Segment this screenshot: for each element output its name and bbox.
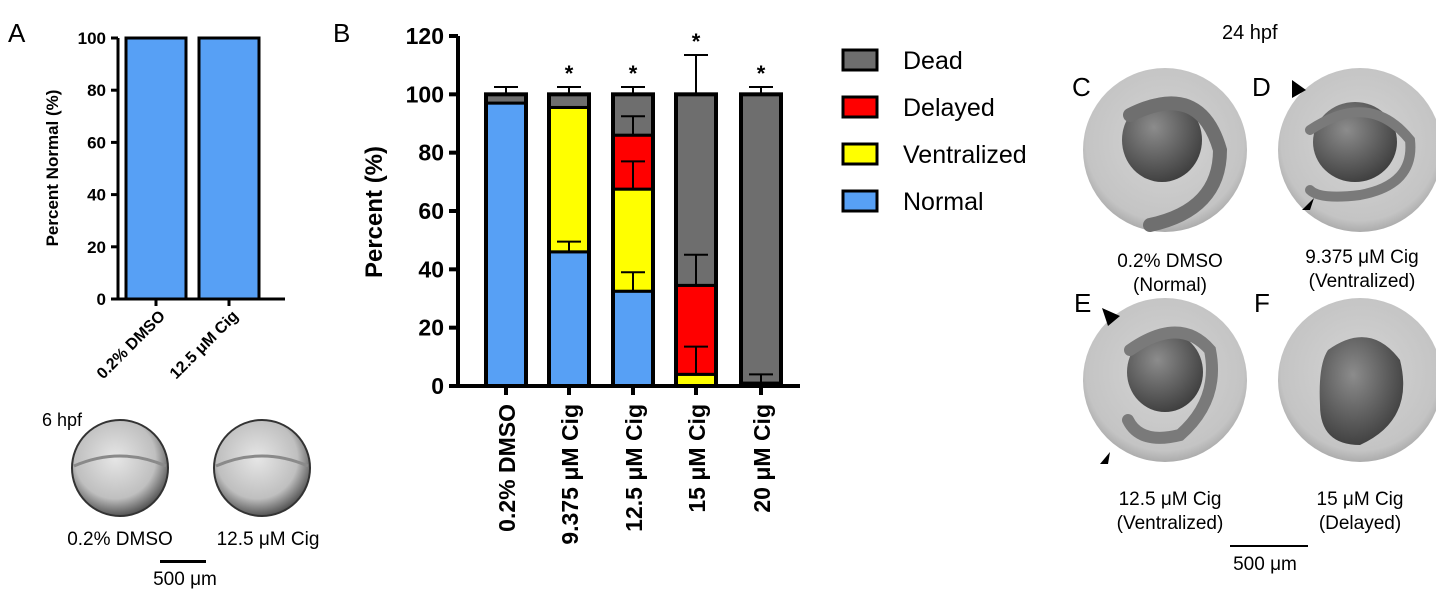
panel-label-d: D [1252, 72, 1271, 102]
x-tick-label-b: 15 μM Cig [684, 404, 710, 513]
panel-label-a: A [8, 18, 26, 48]
bar-b-dead-4 [739, 92, 783, 385]
y-tick-label-b: 0 [431, 373, 444, 399]
legend-label-delayed: Delayed [903, 94, 995, 122]
embryo-images-24hpf [1083, 68, 1436, 464]
x-tick-label-b: 20 μM Cig [749, 404, 775, 513]
stage-label-24hpf: 24 hpf [1222, 22, 1278, 44]
legend-label-normal: Normal [903, 188, 984, 216]
chart-b: 0 20 40 60 80 100 120 Percent (%) 0.2% DMSO * 9.37… [361, 23, 1027, 545]
bar-b-normal-2 [611, 289, 655, 388]
scale-bar-6hpf [160, 560, 206, 563]
embryo-c [1083, 68, 1247, 232]
stage-label-6hpf: 6 hpf [42, 410, 83, 430]
y-axis-label-a: Percent Normal (%) [43, 90, 62, 247]
caption-6hpf-cig: 12.5 μM Cig [216, 529, 320, 550]
caption-e: 12.5 μM Cig (Ventralized) [1116, 489, 1224, 534]
caption-f: 15 μM Cig (Delayed) [1316, 489, 1404, 534]
y-tick-label-b: 60 [418, 198, 444, 224]
embryo-6hpf-dmso [71, 419, 169, 517]
legend-swatch-ventralized [841, 142, 879, 166]
y-tick-label-a: 40 [87, 186, 106, 205]
y-axis-label-b: Percent (%) [361, 146, 388, 278]
scale-bar-24hpf [1230, 545, 1308, 547]
y-tick-label-b: 80 [418, 140, 444, 166]
x-tick-label-b: 0.2% DMSO [494, 404, 520, 532]
bar-a-1 [197, 36, 261, 301]
legend-label-ventralized: Ventralized [903, 141, 1027, 169]
scale-bar-label-6hpf: 500 μm [153, 569, 217, 590]
bar-b-ventralized-1 [547, 105, 591, 254]
y-tick-label-a: 20 [87, 238, 106, 257]
caption-6hpf-dmso: 0.2% DMSO [67, 529, 173, 550]
x-tick-label-b: 9.375 μM Cig [557, 404, 583, 545]
significance-marker-b: * [565, 61, 574, 86]
legend-label-dead: Dead [903, 47, 963, 75]
arrowhead-marker-e [1102, 308, 1120, 326]
scale-bar-label-24hpf: 500 μm [1233, 554, 1297, 575]
significance-marker-b: * [692, 29, 701, 54]
y-tick-label-b: 100 [406, 81, 444, 107]
x-tick-label-a: 12.5 μM Cig [167, 308, 242, 383]
panel-label-c: C [1072, 72, 1091, 102]
panel-label-b: B [333, 18, 351, 48]
y-tick-label-b: 40 [418, 256, 444, 282]
embryo-images-6hpf [71, 419, 311, 517]
chart-a: 0 20 40 60 80 100 Percent Normal (%) 0.2% DMSO1… [43, 29, 285, 383]
y-tick-label-b: 20 [418, 315, 444, 341]
x-tick-label-b: 12.5 μM Cig [621, 404, 647, 532]
y-tick-label-a: 80 [87, 81, 106, 100]
embryo-e [1083, 298, 1247, 464]
y-tick-label-b: 120 [406, 23, 444, 49]
y-tick-label-a: 0 [97, 290, 106, 309]
x-tick-label-a: 0.2% DMSO [94, 308, 169, 383]
panel-label-f: F [1254, 288, 1270, 318]
bar-b-normal-1 [547, 250, 591, 388]
bar-b-normal-0 [484, 101, 528, 388]
panel-label-e: E [1074, 288, 1092, 318]
embryo-6hpf-cig [213, 419, 311, 517]
arrowhead-marker-d [1292, 80, 1306, 98]
significance-marker-b: * [629, 61, 638, 86]
caption-c: 0.2% DMSO (Normal) [1117, 251, 1223, 296]
legend-swatch-normal [841, 189, 879, 213]
y-tick-label-a: 60 [87, 133, 106, 152]
legend-swatch-dead [841, 48, 879, 72]
arrow-marker-e [1100, 452, 1110, 464]
y-tick-label-a: 100 [78, 29, 106, 48]
significance-marker-b: * [757, 61, 766, 86]
arrow-marker-d [1302, 198, 1314, 210]
bar-a-0 [124, 36, 188, 301]
embryo-d [1278, 68, 1436, 232]
caption-d: 9.375 μM Cig (Ventralized) [1305, 247, 1419, 292]
legend-swatch-delayed [841, 95, 879, 119]
embryo-f [1278, 298, 1436, 462]
